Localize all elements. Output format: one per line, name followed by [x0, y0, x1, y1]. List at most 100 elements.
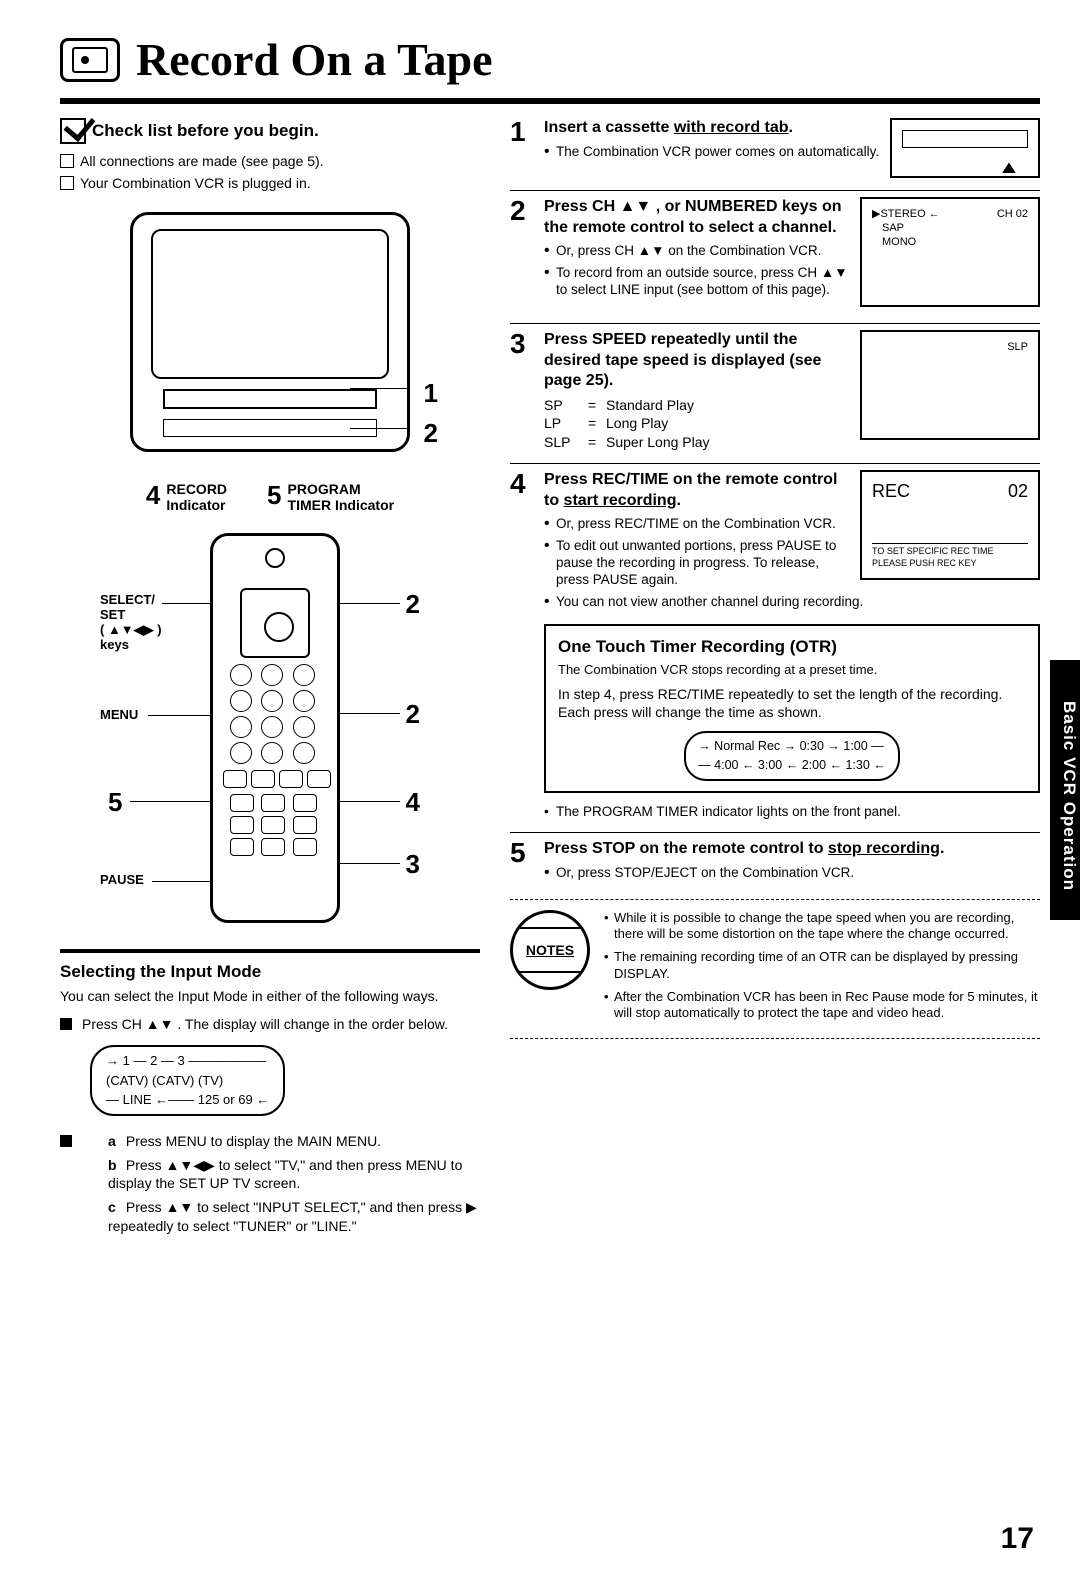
d: CH 02 [997, 207, 1028, 221]
d: REC [872, 480, 910, 503]
v: Standard Play [606, 396, 694, 414]
callout-number: 3 [406, 848, 420, 882]
indicator-num: 5 [267, 482, 281, 508]
indicator-num: 4 [146, 482, 160, 508]
step-note: The Combination VCR power comes on autom… [544, 144, 1040, 161]
page-header: Record On a Tape [60, 30, 1040, 90]
checkmark-icon [60, 118, 86, 144]
indicator-label: PROGRAM [288, 482, 395, 497]
note-item: The remaining recording time of an OTR c… [604, 949, 1040, 982]
note-item: While it is possible to change the tape … [604, 910, 1040, 943]
input-mode-bullet: a Press MENU to display the MAIN MENU. b… [60, 1132, 480, 1241]
step-4: 4 REC02 TO SET SPECIFIC REC TIME PLEASE … [510, 463, 1040, 820]
step-title: Press STOP on the remote control to stop… [544, 840, 944, 857]
t: . [676, 492, 680, 509]
left-column: Check list before you begin. All connect… [60, 118, 480, 1247]
t: Insert a cassette [544, 119, 674, 136]
right-column: 1 Insert a cassette with record tab. The… [510, 118, 1040, 1247]
t: stop recording [828, 840, 940, 857]
otr-title: One Touch Timer Recording (OTR) [558, 636, 1026, 658]
checklist-text: All connections are made (see page 5). [80, 152, 324, 170]
step-text: Press MENU to display the MAIN MENU. [126, 1133, 381, 1149]
t: start recording [564, 492, 677, 509]
checklist-text: Your Combination VCR is plugged in. [80, 174, 311, 192]
step-title: Press REC/TIME on the remote control to … [544, 471, 837, 509]
remote-diagram: SELECT/ SET ( ▲▼◀▶ ) keys MENU PAUSE 2 2… [100, 533, 440, 933]
step-title: Insert a cassette with record tab. [544, 119, 793, 136]
callout-number: 4 [406, 786, 420, 820]
square-bullet-icon [60, 1018, 72, 1030]
cycle-row: (CATV) (CATV) (TV) [106, 1071, 269, 1091]
step-text: Press ▲▼◀▶ to select "TV," and then pres… [108, 1157, 462, 1191]
input-mode-heading: Selecting the Input Mode [60, 961, 480, 983]
tv-diagram: 1 2 [120, 212, 420, 472]
checkbox-icon [60, 176, 74, 190]
indicator-label: RECORD [166, 482, 227, 497]
t: . [940, 840, 944, 857]
r: → Normal Rec → 0:30 → 1:00 — [698, 737, 886, 756]
step-note: Or, press STOP/EJECT on the Combination … [544, 865, 1040, 882]
indicator-labels: 4 RECORDIndicator 5 PROGRAMTIMER Indicat… [60, 482, 480, 513]
indicator-label: TIMER Indicator [288, 498, 395, 513]
checklist-item: Your Combination VCR is plugged in. [60, 174, 480, 192]
step-1: 1 Insert a cassette with record tab. The… [510, 118, 1040, 178]
checkbox-icon [60, 154, 74, 168]
callout-number: 2 [406, 588, 420, 622]
r: — 4:00 ← 3:00 ← 2:00 ← 1:30 ← [698, 756, 886, 775]
callout-number: 2 [424, 417, 438, 451]
square-bullet-icon [60, 1135, 72, 1147]
step-5: 5 Press STOP on the remote control to st… [510, 832, 1040, 887]
indicator-label: Indicator [166, 498, 227, 513]
d: SLP [1007, 341, 1028, 353]
step-number: 1 [510, 118, 536, 178]
step-note: To record from an outside source, press … [544, 265, 1040, 299]
note-item: After the Combination VCR has been in Re… [604, 989, 1040, 1022]
cycle-row: — LINE ←—— 125 or 69 ← [106, 1090, 269, 1110]
notes-section: NOTES While it is possible to change the… [510, 899, 1040, 1040]
input-cycle-diagram: → 1 — 2 — 3 —————— (CATV) (CATV) (TV) — … [90, 1045, 285, 1116]
step-a: a Press MENU to display the MAIN MENU. [108, 1132, 480, 1150]
callout-number: 1 [424, 377, 438, 411]
tape-icon [60, 38, 120, 82]
step-title: Press CH ▲▼ , or NUMBERED keys on the re… [544, 198, 842, 236]
remote-label-menu: MENU [100, 708, 138, 723]
step-note: To edit out unwanted portions, press PAU… [544, 538, 1040, 589]
checklist-heading: Check list before you begin. [60, 118, 480, 144]
step-title: Press SPEED repeatedly until the desired… [544, 331, 821, 390]
d: SAP [882, 221, 1028, 235]
v: Long Play [606, 414, 668, 432]
otr-sub: The Combination VCR stops recording at a… [558, 662, 1026, 679]
step-text: Press ▲▼ to select "INPUT SELECT," and t… [108, 1199, 477, 1233]
step-number: 3 [510, 330, 536, 451]
page-number: 17 [1001, 1519, 1034, 1558]
d: 02 [1008, 480, 1028, 503]
t: with record tab [674, 119, 789, 136]
title-rule [60, 98, 1040, 104]
step-number: 4 [510, 470, 536, 820]
step-note: Or, press CH ▲▼ on the Combination VCR. [544, 243, 1040, 260]
step-number: 5 [510, 839, 536, 887]
step-note: You can not view another channel during … [544, 594, 1040, 611]
step-c: c Press ▲▼ to select "INPUT SELECT," and… [108, 1198, 480, 1234]
otr-cycle: → Normal Rec → 0:30 → 1:00 — — 4:00 ← 3:… [684, 731, 900, 781]
section-tab: Basic VCR Operation [1050, 660, 1080, 920]
remote-label-pause: PAUSE [100, 873, 144, 888]
osd-display: SLP [860, 330, 1040, 440]
step-note: Or, press REC/TIME on the Combination VC… [544, 516, 1040, 533]
section-rule [60, 949, 480, 953]
callout-number: 2 [406, 698, 420, 732]
step-2: 2 ▶STEREO ←CH 02 SAP MONO Press CH ▲▼ , … [510, 190, 1040, 311]
checklist-title: Check list before you begin. [92, 120, 319, 142]
input-mode-intro: You can select the Input Mode in either … [60, 987, 480, 1005]
step-number: 2 [510, 197, 536, 311]
callout-number: 5 [108, 786, 122, 820]
notes-icon: NOTES [510, 910, 590, 990]
t: . [789, 119, 793, 136]
otr-note: The PROGRAM TIMER indicator lights on th… [544, 803, 1040, 821]
cycle-row: → 1 — 2 — 3 —————— [106, 1051, 269, 1071]
otr-box: One Touch Timer Recording (OTR) The Comb… [544, 624, 1040, 793]
page-title: Record On a Tape [136, 30, 493, 90]
checklist-item: All connections are made (see page 5). [60, 152, 480, 170]
t: Press STOP on the remote control to [544, 840, 828, 857]
input-mode-bullet: Press CH ▲▼ . The display will change in… [60, 1015, 480, 1033]
